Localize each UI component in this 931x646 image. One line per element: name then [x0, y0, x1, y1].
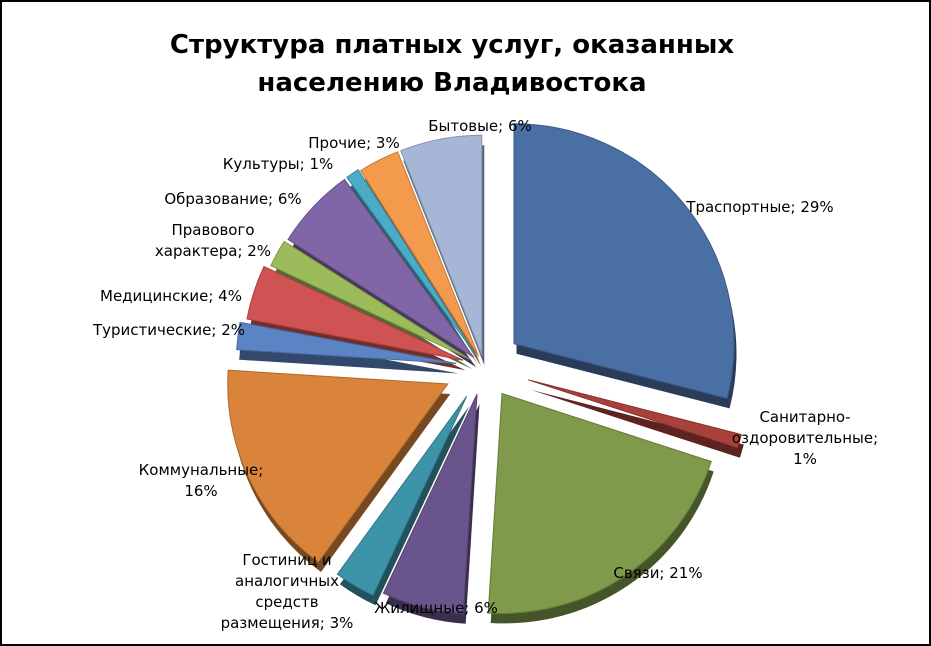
slice-3[interactable] [487, 392, 712, 614]
chart-title: Структура платных услуг, оказанных насел… [169, 30, 735, 98]
slice-4-label: Жилищные; 6% [374, 599, 498, 617]
slice-7-label: Туристические; 2% [92, 321, 245, 339]
slice-3-label: Связи; 21% [613, 564, 702, 582]
slice-7[interactable] [236, 321, 457, 364]
slice-9-label: Правового характера; 2% [155, 221, 271, 260]
slice-12[interactable] [360, 151, 480, 357]
slice-13[interactable] [400, 134, 483, 356]
slice-10-label: Образование; 6% [164, 190, 301, 208]
slice-4[interactable] [382, 393, 478, 615]
slice-10[interactable] [287, 178, 475, 358]
slice-9[interactable] [270, 240, 471, 360]
slice-6-label: Коммунальные; 16% [139, 461, 264, 500]
slice-8[interactable] [246, 265, 464, 361]
slice-2-label: Санитарно-оздоровительные; 1% [732, 408, 878, 468]
slice-12-label: Прочие; 3% [308, 134, 399, 152]
slice-11-label: Культуры; 1% [223, 155, 334, 173]
slice-1[interactable] [513, 123, 735, 400]
slice-2[interactable] [528, 379, 742, 449]
slice-11[interactable] [346, 169, 477, 356]
slice-13-label: Бытовые; 6% [428, 117, 532, 135]
slice-5[interactable] [336, 396, 468, 596]
slice-5-label: Гостиниц и аналогичных средств размещения; … [221, 551, 354, 632]
slice-1-label: Траспортные; 29% [685, 198, 833, 216]
slice-6[interactable] [227, 369, 449, 563]
slice-8-label: Медицинские; 4% [100, 287, 242, 305]
slice-2-depth [530, 389, 744, 458]
